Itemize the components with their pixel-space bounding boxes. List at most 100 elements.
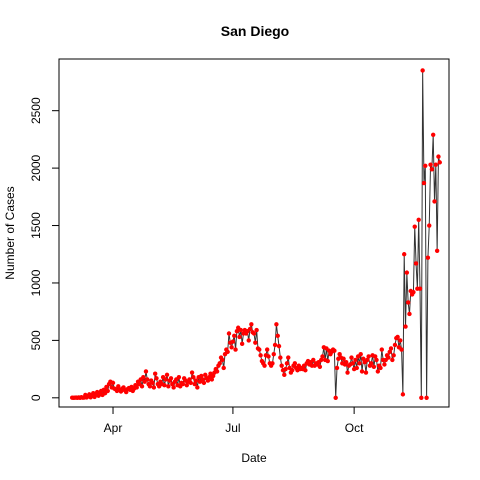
data-point — [429, 167, 435, 172]
data-point — [399, 347, 404, 352]
data-point — [199, 373, 204, 379]
data-point — [317, 364, 323, 369]
data-point — [359, 369, 365, 374]
data-point — [388, 346, 394, 351]
data-point — [363, 370, 369, 375]
data-point — [358, 351, 363, 357]
data-point — [151, 385, 157, 390]
data-point — [332, 348, 337, 353]
data-point — [214, 369, 220, 374]
y-tick-label: 1000 — [29, 269, 43, 296]
data-point — [373, 354, 378, 359]
data-point — [353, 357, 358, 363]
data-point — [266, 354, 271, 359]
data-point — [205, 378, 211, 383]
data-point — [337, 351, 342, 357]
data-point — [279, 363, 284, 368]
data-point — [232, 333, 237, 338]
data-point — [239, 341, 245, 347]
data-point — [412, 224, 417, 229]
data-point — [254, 327, 259, 333]
data-point — [141, 374, 146, 380]
data-point — [193, 378, 199, 383]
data-point — [253, 340, 258, 345]
data-point — [229, 345, 234, 350]
data-point — [436, 154, 441, 159]
data-point — [417, 286, 423, 291]
data-point — [416, 217, 421, 222]
data-point — [192, 381, 197, 387]
data-point — [166, 384, 171, 389]
data-point — [421, 180, 427, 186]
data-point — [284, 361, 290, 366]
data-point — [402, 252, 407, 257]
data-point — [139, 384, 145, 389]
data-point — [262, 363, 267, 368]
data-point — [271, 351, 276, 357]
data-point — [382, 362, 387, 367]
data-point — [379, 347, 384, 352]
data-point — [311, 357, 316, 363]
data-point — [392, 342, 398, 348]
points-layer — [69, 68, 442, 401]
data-point — [282, 372, 287, 378]
data-point — [371, 364, 377, 369]
data-point — [189, 370, 195, 375]
x-tick-label: Apr — [104, 421, 123, 435]
data-point — [344, 360, 349, 365]
data-point — [150, 380, 155, 386]
x-axis-label: Date — [241, 451, 267, 465]
data-point — [325, 358, 330, 364]
data-point — [274, 322, 279, 327]
data-point — [217, 361, 222, 366]
data-point — [226, 331, 232, 336]
data-point — [361, 356, 366, 361]
data-point — [292, 361, 298, 366]
y-tick-label: 500 — [29, 330, 43, 350]
data-point — [424, 395, 429, 401]
data-point — [249, 322, 254, 327]
data-point — [187, 377, 192, 382]
data-point — [430, 132, 436, 137]
data-point — [349, 355, 354, 360]
data-point — [278, 355, 283, 360]
data-point — [400, 392, 406, 397]
data-point — [341, 356, 346, 361]
data-point — [225, 349, 230, 355]
data-point — [283, 366, 288, 372]
data-point — [116, 384, 121, 389]
data-point — [334, 365, 340, 371]
data-point — [257, 347, 262, 352]
data-point — [434, 248, 440, 253]
data-point — [168, 376, 174, 381]
data-point — [275, 333, 280, 338]
data-point — [419, 395, 424, 401]
data-point — [437, 160, 442, 165]
data-point — [203, 372, 208, 378]
data-point — [350, 361, 356, 366]
data-point — [134, 385, 139, 390]
data-point — [210, 373, 216, 379]
data-point — [432, 199, 437, 204]
data-point — [427, 223, 432, 228]
data-point — [247, 326, 253, 332]
data-point — [398, 338, 403, 343]
data-point — [176, 374, 182, 380]
chart-title: San Diego — [221, 23, 289, 39]
data-point — [162, 382, 167, 388]
data-point — [345, 370, 350, 375]
data-point — [201, 380, 207, 386]
x-tick-label: Oct — [345, 421, 364, 435]
data-point — [420, 68, 425, 73]
data-point — [105, 388, 110, 394]
y-tick-label: 0 — [29, 394, 43, 401]
data-point — [258, 353, 263, 358]
data-point — [386, 355, 391, 360]
data-point — [230, 339, 236, 344]
data-point — [110, 380, 116, 386]
data-point — [164, 372, 170, 378]
data-point — [428, 162, 433, 167]
data-point — [272, 342, 278, 348]
data-point — [200, 377, 205, 382]
